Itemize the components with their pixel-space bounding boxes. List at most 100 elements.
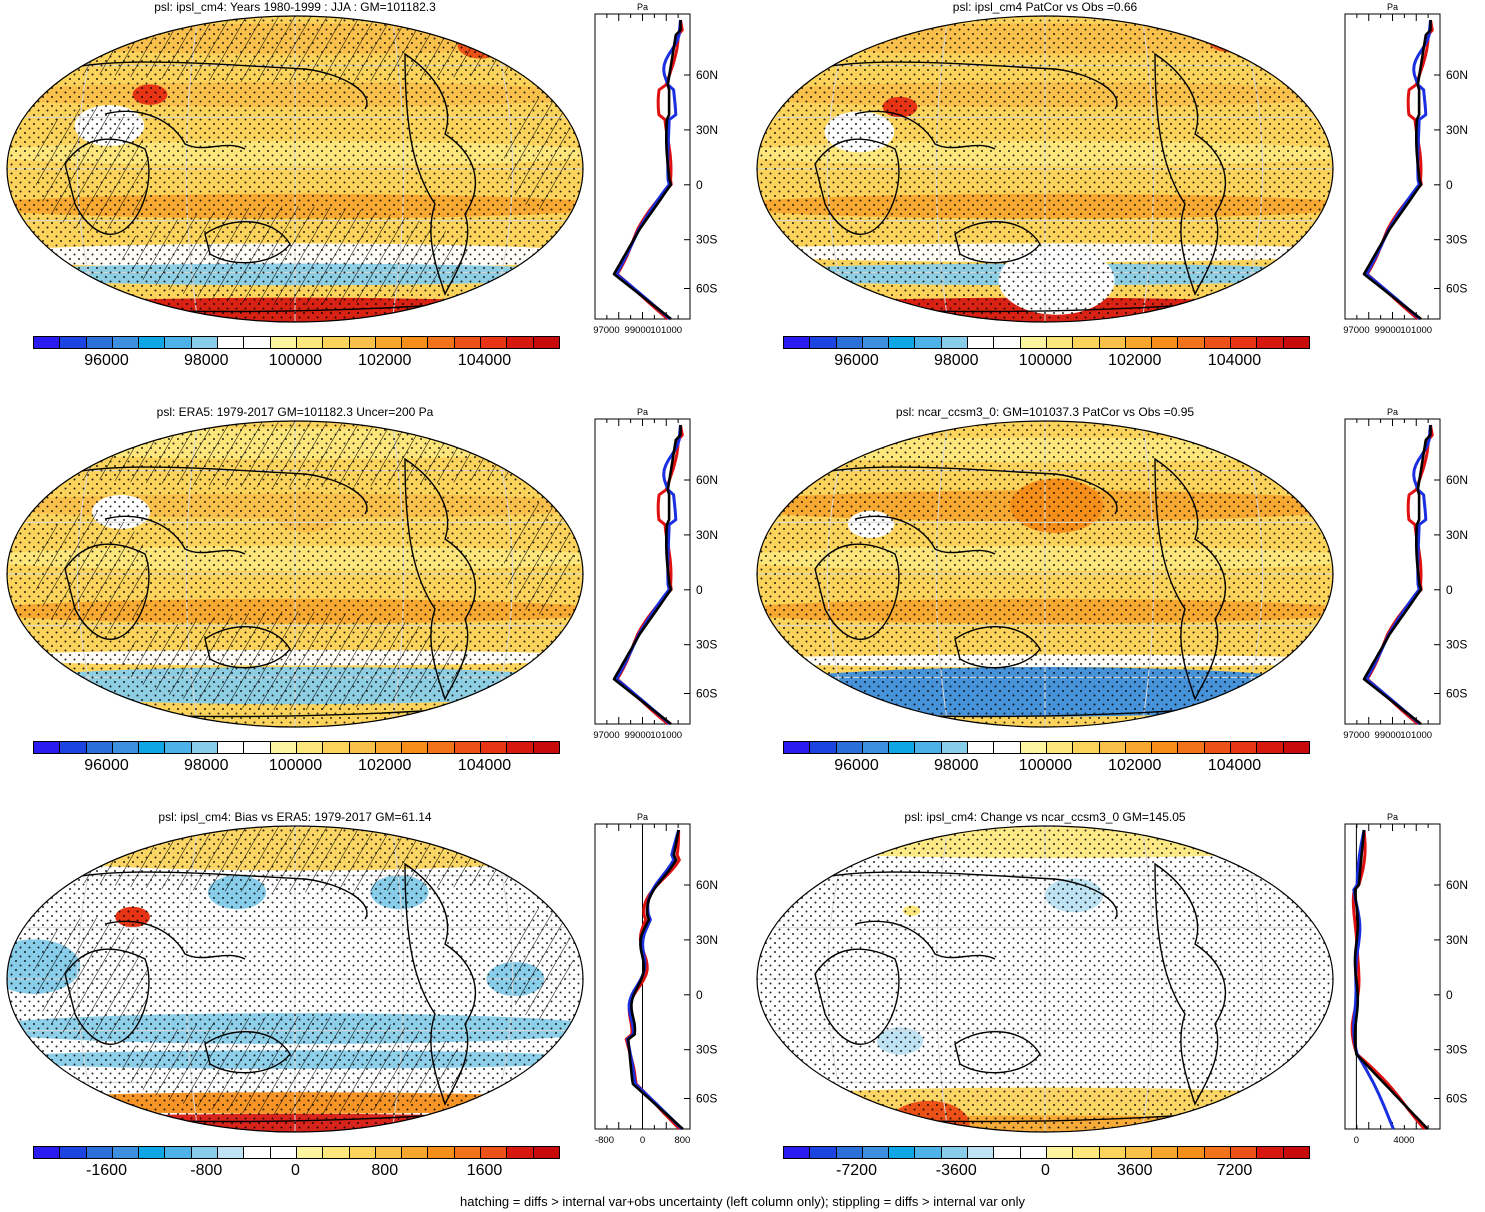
colorbar-labels: 96000 98000 100000 102000 104000 <box>783 757 1308 777</box>
zonal-mean-profile: Pa 60N 30N 0 30S 60S -800 0 800 <box>594 812 718 1146</box>
profile-x-tick-label: 99000 <box>625 730 651 741</box>
colorbar-swatch <box>784 1147 811 1158</box>
latitude-tick-label: 60N <box>1446 878 1468 892</box>
latitude-tick-label: 60S <box>696 687 717 701</box>
profile-x-tick-label: 0 <box>640 1135 645 1146</box>
colorbar-swatch <box>1178 337 1205 348</box>
latitude-tick-label: 30S <box>696 1043 717 1057</box>
colorbar-labels: -7200 -3600 0 3600 7200 <box>783 1162 1308 1182</box>
colorbar-swatch <box>60 337 87 348</box>
colorbar <box>783 741 1310 754</box>
colorbar-swatch <box>1099 337 1126 348</box>
colorbar-swatch <box>1152 742 1179 753</box>
colorbar-swatch <box>1257 337 1284 348</box>
profile-unit-label: Pa <box>1387 812 1398 822</box>
colorbar-labels: 96000 98000 100000 102000 104000 <box>783 352 1308 372</box>
colorbar-swatch <box>454 742 482 753</box>
profile-x-tick-label: -800 <box>595 1135 614 1146</box>
colorbar-labels: 96000 98000 100000 102000 104000 <box>33 757 558 777</box>
colorbar-swatch <box>941 337 969 348</box>
colorbar-swatch <box>270 337 297 348</box>
colorbar-swatch <box>1283 742 1309 753</box>
colorbar-tick-label: 100000 <box>268 352 323 369</box>
colorbar-swatch <box>1099 1147 1126 1158</box>
zonal-mean-profile: Pa 60N 30N 0 30S 60S 0 4000 <box>1344 812 1468 1146</box>
colorbar-tick-label: 100000 <box>268 757 323 774</box>
profile-x-tick-label: 800 <box>674 1135 690 1146</box>
colorbar-swatch <box>810 1147 837 1158</box>
profile-unit-label: Pa <box>637 2 648 12</box>
colorbar-swatch <box>968 1147 995 1158</box>
colorbar-tick-label: 98000 <box>184 352 229 369</box>
colorbar-swatch <box>1073 337 1100 348</box>
latitude-tick-label: 30S <box>696 233 717 247</box>
latitude-tick-label: 30N <box>1446 123 1468 137</box>
colorbar-swatch <box>218 742 245 753</box>
robinson-map <box>756 15 1334 323</box>
colorbar-tick-label: 102000 <box>1108 757 1162 774</box>
colorbar-tick-label: 98000 <box>934 757 979 774</box>
colorbar-tick-label: 100000 <box>1018 757 1073 774</box>
latitude-tick-label: 60S <box>696 1092 717 1106</box>
latitude-tick-label: 0 <box>1446 583 1453 597</box>
colorbar-swatch <box>836 1147 863 1158</box>
colorbar-swatch <box>810 742 837 753</box>
colorbar-swatch <box>112 1147 140 1158</box>
colorbar <box>33 741 560 754</box>
colorbar-swatch <box>1283 1147 1309 1158</box>
colorbar-swatch <box>218 337 245 348</box>
colorbar <box>33 1146 560 1159</box>
latitude-tick-label: 30N <box>696 528 718 542</box>
colorbar-swatch <box>86 1147 113 1158</box>
profile-line-red <box>1350 829 1426 1130</box>
colorbar-swatch <box>1204 337 1232 348</box>
colorbar-swatch <box>139 742 166 753</box>
colorbar-swatch <box>481 337 508 348</box>
profile-line-red <box>615 19 684 321</box>
colorbar-swatch <box>349 337 376 348</box>
map-panel-p4: psl: ncar_ccsm3_0: GM=101037.3 PatCor vs… <box>755 405 1485 805</box>
latitude-tick-label: 30S <box>1446 638 1467 652</box>
zonal-mean-profile: Pa 60N 30N 0 30S 60S 97000 99000 101000 <box>593 2 718 336</box>
map-panel-p2: psl: ipsl_cm4 PatCor vs Obs =0.66 96000 98… <box>755 0 1485 400</box>
latitude-tick-label: 60S <box>1446 687 1467 701</box>
colorbar-swatch <box>165 742 192 753</box>
colorbar-swatch <box>533 1147 559 1158</box>
robinson-map <box>6 15 584 323</box>
colorbar-labels: 96000 98000 100000 102000 104000 <box>33 352 558 372</box>
colorbar-tick-label: 102000 <box>358 352 412 369</box>
colorbar-swatch <box>533 742 559 753</box>
colorbar-swatch <box>862 1147 890 1158</box>
panel-title: psl: ERA5: 1979-2017 GM=101182.3 Uncer=2… <box>156 405 434 419</box>
colorbar-swatch <box>1125 1147 1153 1158</box>
profile-line-blue <box>626 829 683 1131</box>
colorbar-swatch <box>375 337 403 348</box>
robinson-map <box>756 420 1334 728</box>
colorbar-swatch <box>191 1147 219 1158</box>
colorbar-swatch <box>836 337 863 348</box>
colorbar-swatch <box>296 1147 324 1158</box>
colorbar-swatch <box>244 1147 271 1158</box>
colorbar-swatch <box>349 742 376 753</box>
colorbar-swatch <box>1020 742 1047 753</box>
latitude-tick-label: 60N <box>1446 473 1468 487</box>
profile-unit-label: Pa <box>637 812 648 822</box>
profile-x-tick-label: 97000 <box>1343 730 1369 741</box>
latitude-tick-label: 60S <box>1446 1092 1467 1106</box>
colorbar-tick-label: 102000 <box>358 757 412 774</box>
colorbar-swatch <box>507 1147 534 1158</box>
colorbar-swatch <box>402 337 429 348</box>
profile-x-tick-label: 0 <box>1354 1135 1359 1146</box>
latitude-tick-label: 0 <box>696 583 703 597</box>
colorbar <box>33 336 560 349</box>
panel-title: psl: ipsl_cm4: Years 1980-1999 : JJA : G… <box>154 0 436 14</box>
profile-line-black <box>1362 20 1432 321</box>
colorbar-swatch <box>139 1147 166 1158</box>
colorbar-swatch <box>915 742 942 753</box>
colorbar-swatch <box>296 742 324 753</box>
colorbar-swatch <box>1231 1147 1258 1158</box>
colorbar-swatch <box>428 742 455 753</box>
colorbar-swatch <box>784 337 811 348</box>
latitude-tick-label: 30N <box>1446 933 1468 947</box>
colorbar-tick-label: 104000 <box>1207 757 1262 774</box>
